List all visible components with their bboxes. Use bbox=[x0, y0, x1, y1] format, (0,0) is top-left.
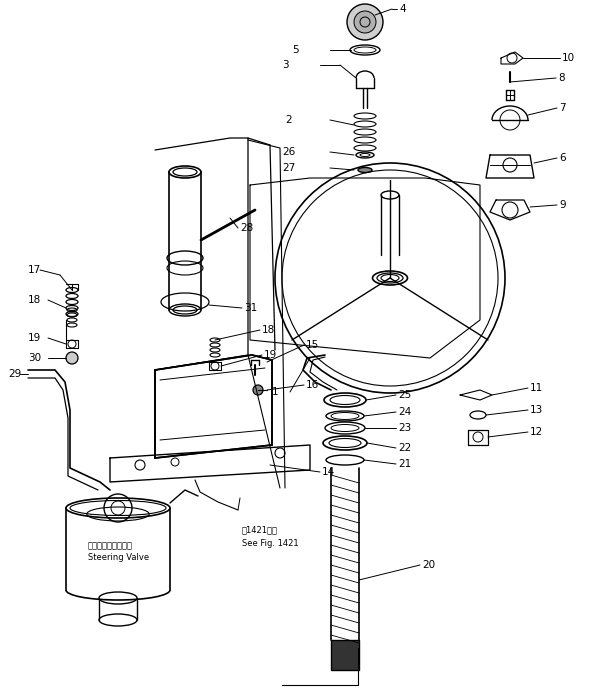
Text: 18: 18 bbox=[28, 295, 41, 305]
Text: 26: 26 bbox=[282, 147, 295, 157]
Text: 28: 28 bbox=[240, 223, 253, 233]
Text: 24: 24 bbox=[398, 407, 411, 417]
Circle shape bbox=[253, 385, 263, 395]
Text: 25: 25 bbox=[398, 390, 411, 400]
Text: 11: 11 bbox=[530, 383, 543, 393]
Text: 12: 12 bbox=[530, 427, 543, 437]
Text: 図1421参照: 図1421参照 bbox=[242, 525, 278, 534]
Text: 31: 31 bbox=[244, 303, 258, 313]
Text: ステアリングバルブ: ステアリングバルブ bbox=[88, 541, 133, 550]
Circle shape bbox=[354, 11, 376, 33]
Text: 3: 3 bbox=[282, 60, 288, 70]
Text: 19: 19 bbox=[28, 333, 41, 343]
Text: 16: 16 bbox=[306, 380, 319, 390]
Text: 22: 22 bbox=[398, 443, 411, 453]
Ellipse shape bbox=[358, 167, 372, 173]
Text: 9: 9 bbox=[559, 200, 565, 210]
Text: 8: 8 bbox=[558, 73, 565, 83]
Text: 15: 15 bbox=[306, 340, 319, 350]
Text: 6: 6 bbox=[559, 153, 565, 163]
Text: 13: 13 bbox=[530, 405, 543, 415]
Text: 17: 17 bbox=[28, 265, 41, 275]
Circle shape bbox=[347, 4, 383, 40]
Text: 23: 23 bbox=[398, 423, 411, 433]
Circle shape bbox=[66, 352, 78, 364]
Text: 19: 19 bbox=[264, 350, 278, 360]
Text: 7: 7 bbox=[559, 103, 565, 113]
Text: 20: 20 bbox=[422, 560, 435, 570]
Text: 30: 30 bbox=[28, 353, 41, 363]
Text: 18: 18 bbox=[262, 325, 275, 335]
Text: 14: 14 bbox=[322, 467, 335, 477]
Text: Steering Valve: Steering Valve bbox=[88, 554, 149, 563]
Bar bbox=[331, 640, 359, 670]
Text: 4: 4 bbox=[399, 4, 405, 14]
Text: 27: 27 bbox=[282, 163, 295, 173]
Text: 5: 5 bbox=[292, 45, 299, 55]
Text: 10: 10 bbox=[562, 53, 575, 63]
Text: 29: 29 bbox=[8, 369, 21, 379]
Text: 2: 2 bbox=[285, 115, 291, 125]
Text: 1: 1 bbox=[271, 387, 278, 397]
Text: 21: 21 bbox=[398, 459, 411, 469]
Text: See Fig. 1421: See Fig. 1421 bbox=[242, 539, 299, 548]
